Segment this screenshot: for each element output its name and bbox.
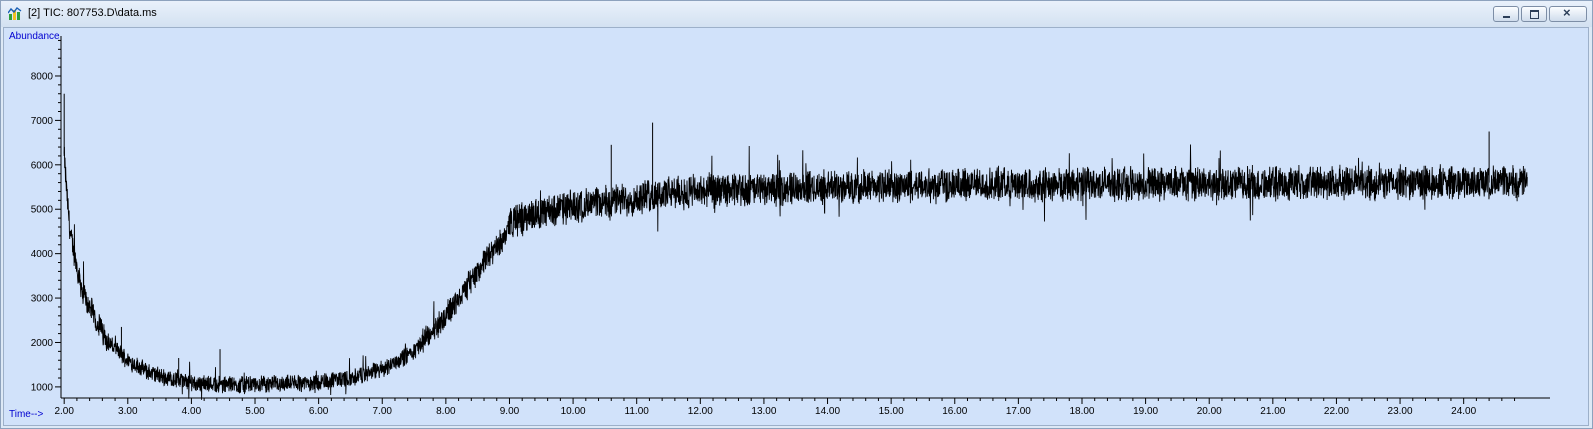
x-tick-label: 13.00 — [751, 406, 776, 417]
y-tick-label: 5000 — [31, 205, 54, 216]
window-titlebar[interactable]: [2] TIC: 807753.D\data.ms × — [1, 1, 1592, 27]
x-tick-label: 15.00 — [879, 406, 904, 417]
x-tick-label: 14.00 — [815, 406, 840, 417]
y-axis-title: Abundance — [9, 31, 60, 42]
chart-ticks: 1000 2000 3000 4000 5000 6000 7000 8000 2.00 3.00… — [31, 39, 1516, 417]
x-tick-label: 16.00 — [942, 406, 967, 417]
x-tick-label: 8.00 — [436, 406, 456, 417]
x-tick-label: 17.00 — [1006, 406, 1031, 417]
window-title: [2] TIC: 807753.D\data.ms — [28, 7, 157, 19]
close-button[interactable]: × — [1549, 5, 1587, 22]
tic-trace-line — [63, 144, 1528, 400]
y-tick-label: 7000 — [31, 116, 54, 127]
y-tick-label: 3000 — [31, 294, 54, 305]
x-tick-label: 10.00 — [561, 406, 586, 417]
x-tick-label: 12.00 — [688, 406, 713, 417]
minimize-icon — [1503, 16, 1510, 18]
x-tick-label: 11.00 — [625, 406, 650, 417]
chromatogram-app-icon — [8, 7, 22, 20]
tic-chart[interactable]: Abundance Time--> 1000 2000 3000 4000 5000 60… — [4, 28, 1588, 425]
x-tick-label: 3.00 — [118, 406, 138, 417]
x-tick-label: 20.00 — [1197, 406, 1222, 417]
y-tick-label: 6000 — [31, 160, 54, 171]
x-tick-label: 7.00 — [373, 406, 393, 417]
close-icon: × — [1563, 5, 1571, 20]
x-tick-label: 24.00 — [1451, 406, 1476, 417]
x-tick-label: 4.00 — [182, 406, 202, 417]
x-tick-label: 6.00 — [309, 406, 329, 417]
maximize-button[interactable] — [1521, 6, 1547, 22]
y-tick-label: 4000 — [31, 249, 54, 260]
tic-trace — [63, 93, 1528, 400]
y-tick-label: 1000 — [31, 382, 54, 393]
x-tick-label: 18.00 — [1069, 406, 1094, 417]
x-tick-label: 5.00 — [245, 406, 265, 417]
y-tick-label: 2000 — [31, 338, 54, 349]
x-tick-label: 23.00 — [1388, 406, 1413, 417]
x-tick-label: 21.00 — [1260, 406, 1285, 417]
chart-axes — [60, 36, 1550, 399]
minimize-button[interactable] — [1493, 6, 1519, 22]
y-tick-label: 8000 — [31, 71, 54, 82]
x-tick-label: 19.00 — [1133, 406, 1158, 417]
x-tick-label: 9.00 — [500, 406, 520, 417]
chromatogram-plot-panel[interactable]: Abundance Time--> 1000 2000 3000 4000 5000 60… — [3, 27, 1589, 426]
x-tick-label: 2.00 — [54, 406, 74, 417]
x-tick-label: 22.00 — [1324, 406, 1349, 417]
maximize-icon — [1530, 10, 1539, 19]
x-axis-title: Time--> — [9, 409, 44, 420]
